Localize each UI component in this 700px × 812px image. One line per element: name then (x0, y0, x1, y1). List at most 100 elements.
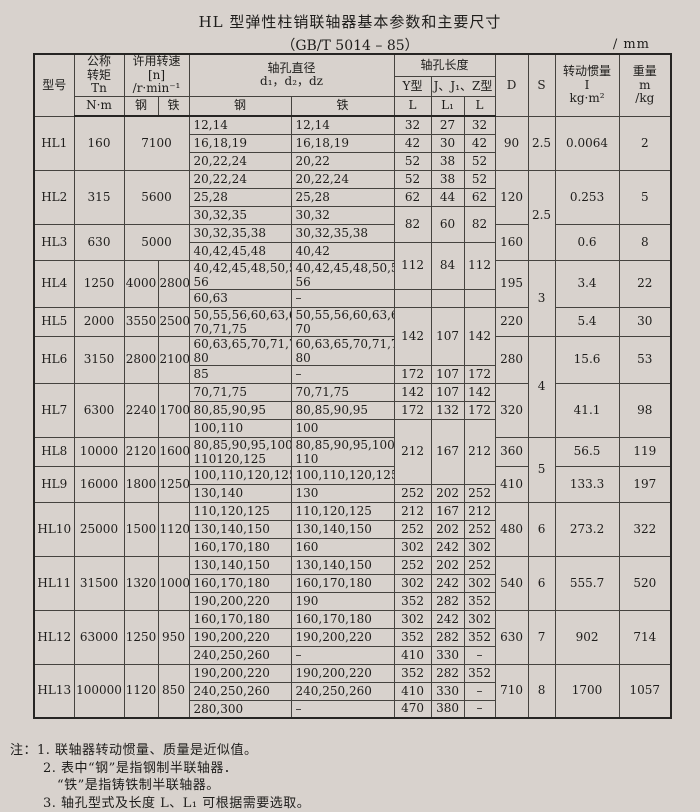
table-cell: 130,140,150 (188, 519, 292, 539)
table-cell: 1057 (618, 663, 672, 719)
table-cell: 30,32 (290, 205, 395, 225)
model-cell: HL3 (33, 223, 75, 261)
table-cell: 282 (430, 663, 465, 683)
col-header-speed: 许用转速 [n] /r·min⁻¹ (123, 53, 190, 97)
table-cell: 3150 (73, 335, 125, 384)
table-cell: 630 (494, 609, 529, 665)
table-cell: 62 (463, 187, 496, 207)
table-cell: 107 (430, 364, 465, 384)
table-cell: 302 (393, 537, 432, 557)
table-cell: 160,170,180 (188, 573, 292, 593)
table-cell: 197 (618, 465, 672, 503)
table-cell: 1250 (157, 465, 190, 503)
table-cell: 20,22,24 (188, 151, 292, 171)
table-cell: 252 (393, 555, 432, 575)
table-cell: 240,250,260 (290, 681, 395, 701)
table-cell: 110,120,125 (290, 501, 395, 521)
table-cell: 902 (554, 609, 620, 665)
table-cell: 50,55,56,60,63,65, 70 (290, 306, 395, 337)
table-cell: 63000 (73, 609, 125, 665)
table-cell: 42 (463, 133, 496, 153)
table-cell: 555.7 (554, 555, 620, 611)
table-cell: 6300 (73, 382, 125, 438)
model-cell: HL13 (33, 663, 75, 719)
table-cell: 40,42,45,48,50,55, 56 (188, 259, 292, 290)
note-line: “铁”是指铸铁制半联轴器。 (57, 778, 220, 793)
table-cell: 0.253 (554, 169, 620, 225)
table-cell: 480 (494, 501, 529, 557)
table-cell: 142 (393, 382, 432, 402)
table-cell: 2800 (157, 259, 190, 308)
table-cell: 1800 (123, 465, 159, 503)
table-cell: 25,28 (188, 187, 292, 207)
table-cell: 1700 (554, 663, 620, 719)
table-cell: 16000 (73, 465, 125, 503)
note-line: 注：1. 联轴器转动惯量、质量是近似值。 (10, 743, 258, 758)
table-cell: 130,140,150 (188, 555, 292, 575)
col-header-inertia: 转动惯量 I kg·m² (554, 53, 620, 117)
model-cell: HL9 (33, 465, 75, 503)
table-header: 型号 公称 转矩 Tn 许用转速 [n] /r·min⁻¹ 轴孔直径 d₁，d₂… (33, 53, 672, 117)
coupling-parameters-table: 型号 公称 转矩 Tn 许用转速 [n] /r·min⁻¹ 轴孔直径 d₁，d₂… (33, 53, 673, 719)
notes-block: 注：1. 联轴器转动惯量、质量是近似值。 2. 表中“钢”是指钢制半联轴器． “… (10, 742, 310, 812)
table-cell: 10000 (73, 436, 125, 467)
table-cell: 2.5 (527, 115, 556, 171)
table-cell (393, 288, 432, 308)
table-cell: 252 (463, 555, 496, 575)
table-cell: 98 (618, 382, 672, 438)
table-cell: 280,300 (188, 699, 292, 719)
table-cell: 240,250,260 (188, 645, 292, 665)
table-cell: 80,85,90,95,100, 110120,125 (188, 436, 292, 467)
table-cell: 410 (494, 465, 529, 503)
table-cell: 2 (618, 115, 672, 171)
table-cell: 30,32,35,38 (188, 223, 292, 243)
table-cell: 82 (463, 205, 496, 243)
table-cell: 167 (430, 501, 465, 521)
table-row: 130,140 130 252 202 252 (34, 483, 671, 503)
table-cell: 7100 (123, 115, 190, 171)
table-cell: 80,85,90,95 (188, 400, 292, 420)
table-cell: 167 (430, 418, 465, 485)
table-cell: 38 (430, 169, 465, 189)
table-cell: 380 (430, 699, 465, 719)
table-cell: – (290, 699, 395, 719)
table-cell: 302 (463, 609, 496, 629)
table-cell: 85 (188, 364, 292, 384)
table-cell: – (463, 681, 496, 701)
table-cell: 5600 (123, 169, 190, 225)
table-cell: 132 (430, 400, 465, 420)
table-row: HL2 315 5600 20,22,24 20,22,24 52 38 52 120 2.5 0.… (33, 169, 672, 261)
table-cell: 142 (393, 306, 432, 366)
table-cell: 302 (463, 537, 496, 557)
table-cell: 142 (463, 306, 496, 366)
table-cell: 273.2 (554, 501, 620, 557)
header-row-1: 型号 公称 转矩 Tn 许用转速 [n] /r·min⁻¹ 轴孔直径 d₁，d₂… (33, 53, 672, 117)
table-cell: 160,170,180 (290, 609, 395, 629)
table-cell: 0.0064 (554, 115, 620, 171)
model-cell: HL6 (33, 335, 75, 384)
table-cell: 2500 (157, 306, 190, 337)
model-cell: HL4 (33, 259, 75, 308)
table-cell: 1250 (73, 259, 125, 308)
table-cell: 352 (463, 591, 496, 611)
table-cell: 352 (463, 663, 496, 683)
table-cell: 190,200,220 (290, 663, 395, 683)
table-cell: 30,32,35 (188, 205, 292, 225)
col-header-torque-unit: N·m (73, 95, 125, 117)
table-cell: 25,28 (290, 187, 395, 207)
table-cell: 16,18,19 (290, 133, 395, 153)
table-cell: 82 (393, 205, 432, 243)
standard-reference: （GB/T 5014 – 85） (281, 38, 419, 54)
table-row: 280,300–470 380– (34, 699, 671, 719)
table-cell: 330 (430, 681, 465, 701)
table-cell: 160,170,180 (188, 609, 292, 629)
table-cell: 190,200,220 (290, 627, 395, 647)
table-row: 25,28 25,28 62 44 62 (34, 187, 671, 207)
table-cell: 44 (430, 187, 465, 207)
table-cell: 20,22,24 (290, 169, 395, 189)
table-row: 130,140,150 130,140,150 252 202 252 (34, 519, 671, 539)
table-cell: 52 (393, 169, 432, 189)
table-cell: 160,170,180 (290, 573, 395, 593)
table-cell: 172 (463, 364, 496, 384)
table-cell: 7 (527, 609, 556, 665)
